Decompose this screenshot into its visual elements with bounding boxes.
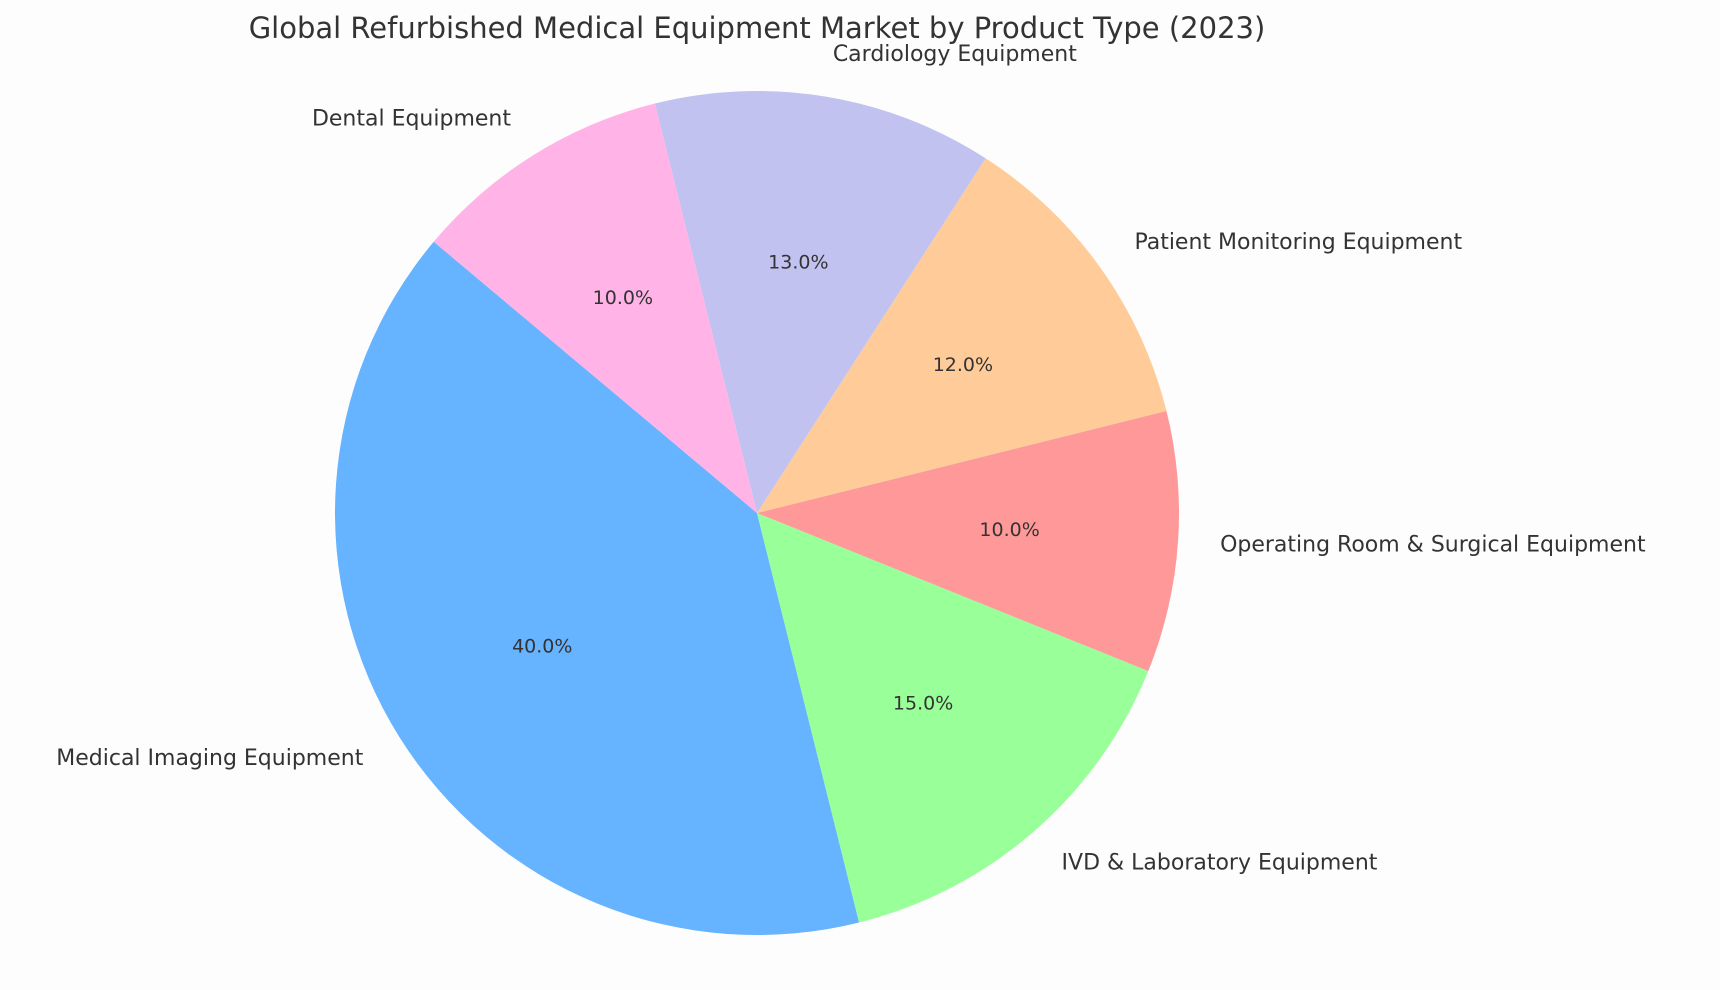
chart-title: Global Refurbished Medical Equipment Mar… xyxy=(249,11,1266,45)
value-label: 10.0% xyxy=(979,519,1039,541)
slice-label: Medical Imaging Equipment xyxy=(56,746,363,771)
slice-label: IVD & Laboratory Equipment xyxy=(1062,850,1378,875)
pie-slice xyxy=(757,513,1149,923)
value-label: 15.0% xyxy=(893,693,953,715)
slice-label: Patient Monitoring Equipment xyxy=(1134,230,1462,255)
pie-slice xyxy=(334,241,860,935)
pie-slice xyxy=(757,410,1180,672)
slice-label: Dental Equipment xyxy=(312,106,511,131)
value-label: 10.0% xyxy=(593,287,653,309)
value-label: 13.0% xyxy=(768,252,828,274)
pie-slice xyxy=(433,103,757,513)
slice-label: Operating Room & Surgical Equipment xyxy=(1220,532,1646,557)
value-label: 40.0% xyxy=(512,636,572,658)
slice-label: Cardiology Equipment xyxy=(833,42,1077,67)
pie-slice xyxy=(757,158,1167,514)
value-label: 12.0% xyxy=(933,354,993,376)
pie-slice xyxy=(654,90,986,513)
